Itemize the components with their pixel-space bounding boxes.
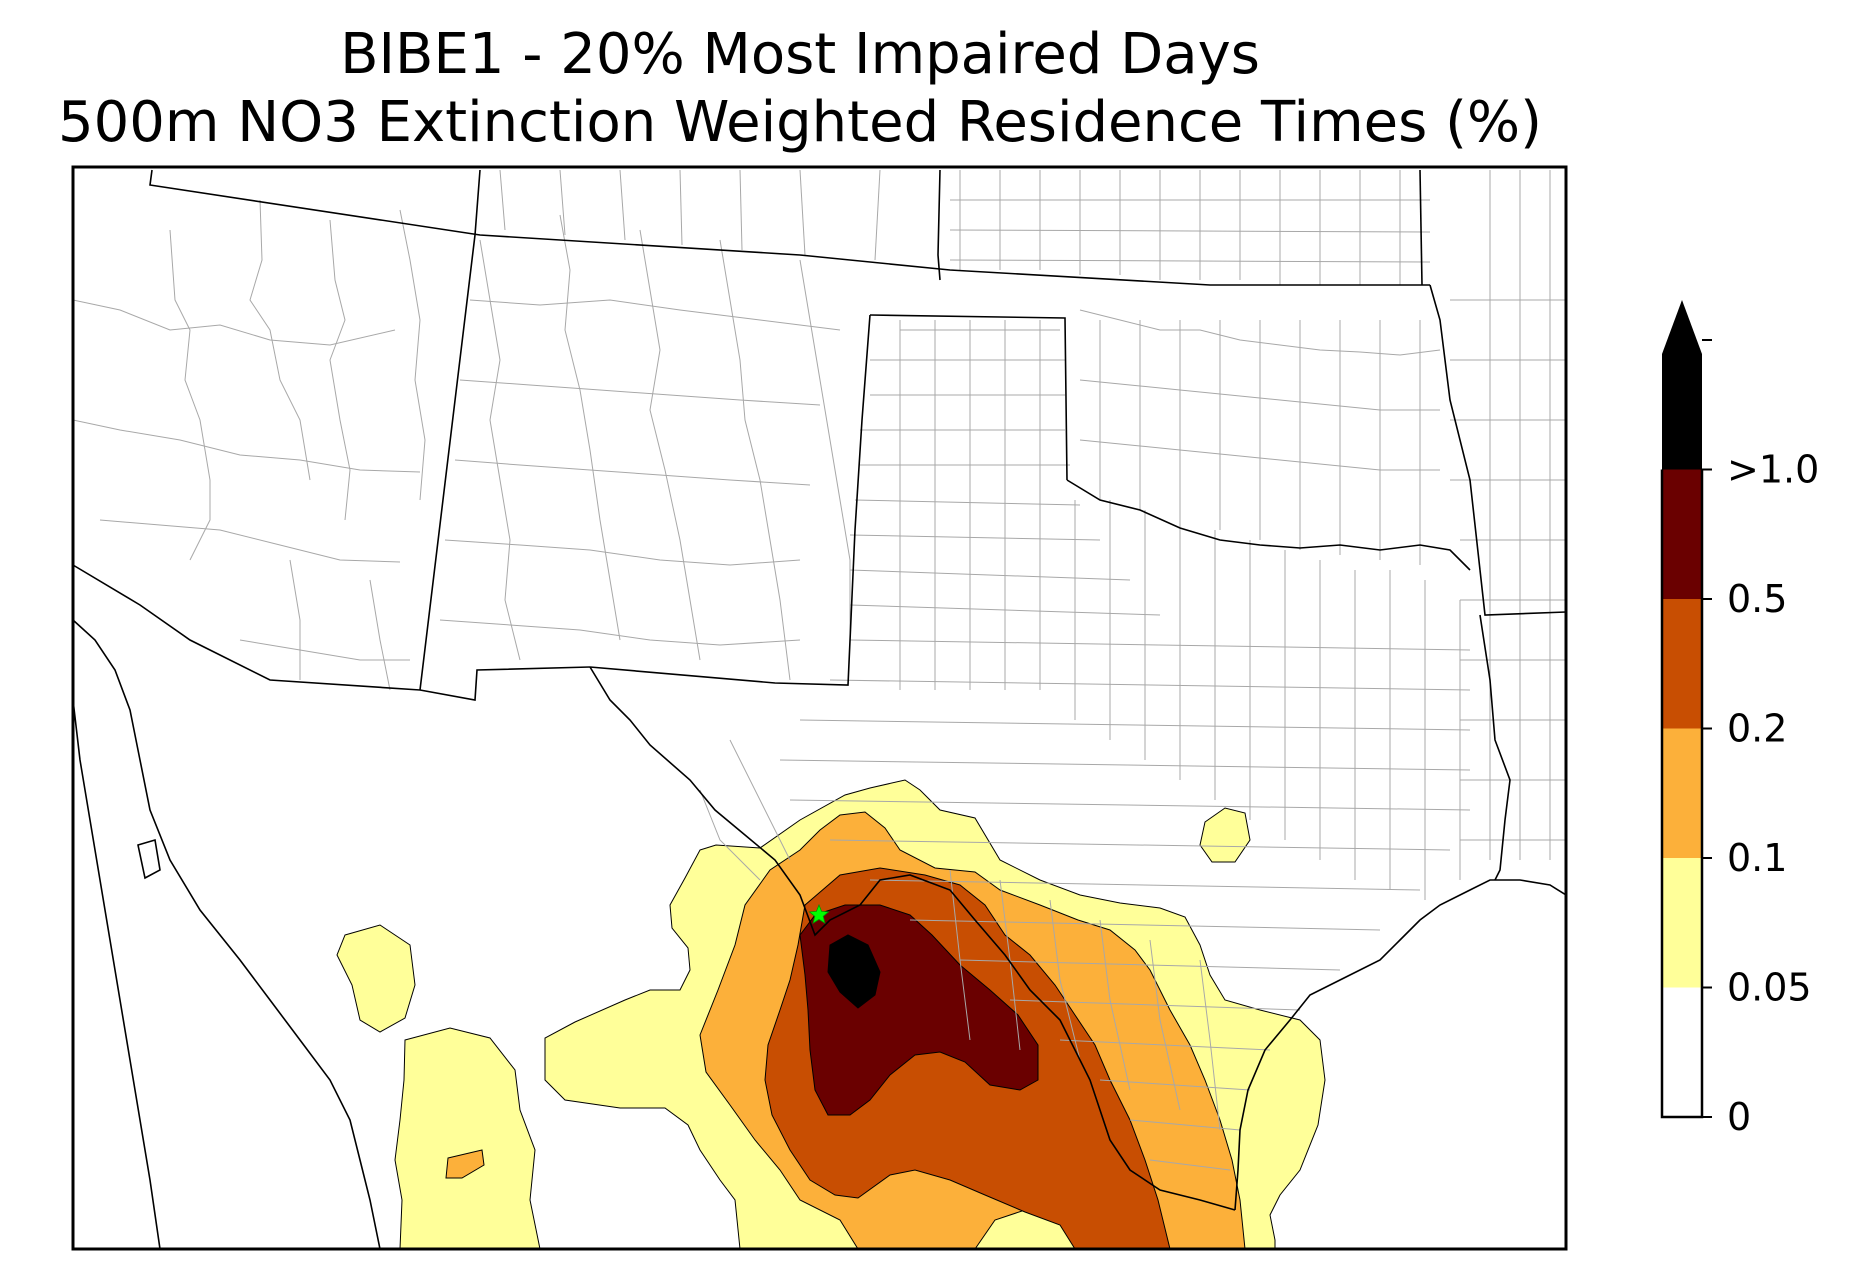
colorbar-tick-label: 0.2 bbox=[1727, 707, 1787, 751]
state-boundaries bbox=[73, 169, 1566, 1249]
site-marker-star bbox=[808, 903, 830, 924]
contour-band-1.0 bbox=[827, 934, 881, 1009]
colorbar-band bbox=[1662, 728, 1702, 858]
colorbar-band bbox=[1662, 858, 1702, 988]
colorbar-tick-label: 0.1 bbox=[1727, 836, 1787, 880]
contour-fills bbox=[336, 779, 1326, 1249]
contour-band-0.05 bbox=[1199, 807, 1251, 863]
colorbar-band bbox=[1662, 987, 1702, 1117]
chart-title-line-2: 500m NO3 Extinction Weighted Residence T… bbox=[58, 90, 1542, 155]
colorbar-band bbox=[1662, 469, 1702, 599]
colorbar-tick-label: 0 bbox=[1727, 1095, 1751, 1139]
chart-title-line-1: BIBE1 - 20% Most Impaired Days bbox=[340, 22, 1260, 87]
colorbar-tick-label: >1.0 bbox=[1727, 448, 1819, 492]
county-lines bbox=[73, 169, 1566, 1171]
colorbar-extend-arrow bbox=[1662, 300, 1702, 470]
contour-band-0.1 bbox=[445, 1149, 485, 1179]
colorbar-band bbox=[1662, 599, 1702, 729]
colorbar-tick-label: 0.5 bbox=[1727, 577, 1787, 621]
map-frame bbox=[71, 165, 1568, 1251]
colorbar-tick-label: 0.05 bbox=[1727, 966, 1812, 1010]
colorbar-outline bbox=[1660, 469, 1704, 1119]
map-area bbox=[73, 169, 1566, 1249]
contour-band-0.05 bbox=[336, 924, 416, 1033]
contour-band-0.05 bbox=[394, 1027, 541, 1249]
colorbar: 0 0.05 0.1 0.2 0.5 >1.0 bbox=[1660, 300, 1819, 1139]
